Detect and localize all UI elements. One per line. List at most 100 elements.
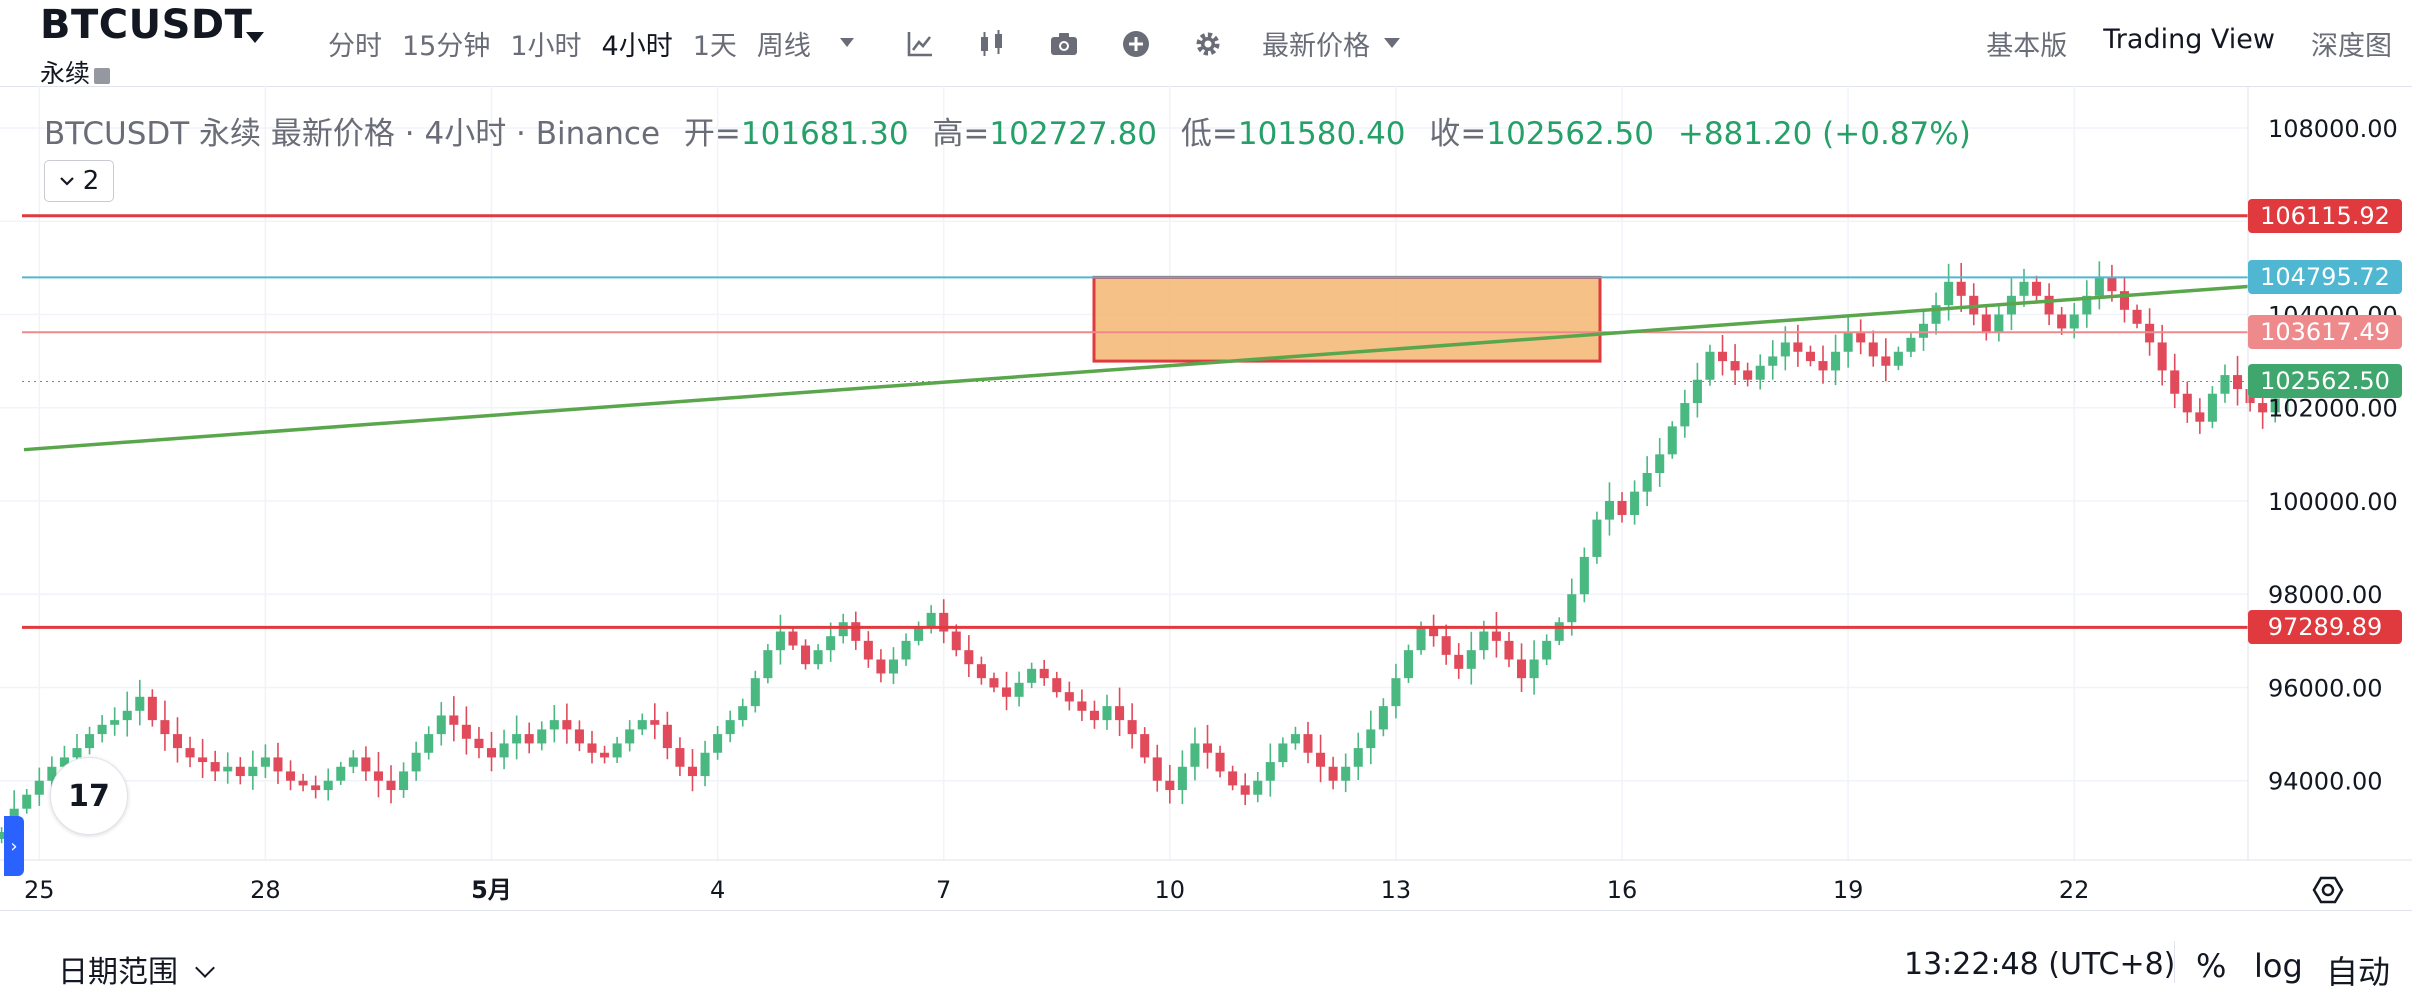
candle-body — [2182, 393, 2192, 413]
price-type-dropdown-icon[interactable] — [1384, 38, 1400, 48]
candle — [348, 750, 358, 773]
more-intervals-icon[interactable] — [840, 38, 854, 47]
candle-body — [964, 650, 974, 665]
interval-1d[interactable]: 1天 — [692, 31, 737, 62]
clock[interactable]: 13:22:48 (UTC+8) — [1904, 947, 2176, 982]
candle-body — [914, 626, 924, 641]
candle-body — [1240, 785, 1250, 795]
candle — [1818, 345, 1828, 384]
indicators-icon[interactable] — [904, 28, 936, 60]
candle — [386, 765, 396, 804]
price-tick-label: 108000.00 — [2268, 115, 2398, 143]
chart-type-icon[interactable] — [976, 28, 1008, 60]
candle — [2157, 324, 2167, 386]
candle — [512, 715, 522, 760]
candle — [625, 720, 635, 752]
candle — [1002, 671, 1012, 711]
settings-icon[interactable] — [1192, 28, 1224, 60]
candle — [1969, 283, 1979, 326]
candle-body — [2207, 393, 2217, 422]
candle-body — [323, 780, 333, 791]
date-range-button[interactable]: 日期范围 — [58, 955, 178, 990]
interval-tick[interactable]: 分时 — [328, 31, 382, 62]
candle — [738, 698, 748, 727]
candle-body — [97, 724, 107, 735]
interval-15m[interactable]: 15分钟 — [402, 31, 491, 62]
candle — [964, 635, 974, 678]
symbol-dropdown-icon[interactable] — [246, 32, 264, 43]
legend-collapse-button[interactable]: 2 — [44, 160, 114, 202]
tradingview-logo[interactable]: 17 — [50, 757, 128, 835]
candle — [675, 737, 685, 777]
candle — [260, 744, 270, 778]
auto-scale-toggle[interactable]: 自动 — [2326, 953, 2391, 991]
candle — [939, 599, 949, 644]
candle — [110, 707, 120, 736]
price-tick-label: 98000.00 — [2268, 581, 2383, 609]
candle-body — [2069, 314, 2079, 329]
interval-1w[interactable]: 周线 — [756, 31, 811, 62]
candle — [1466, 631, 1476, 685]
candle — [499, 729, 509, 770]
date-range-chevron-icon[interactable] — [195, 958, 215, 978]
candle-body — [1353, 748, 1363, 767]
candle-body — [248, 766, 258, 777]
candle — [1692, 362, 1702, 418]
mode-tradingview[interactable]: Trading View — [2103, 24, 2275, 55]
candle-body — [2032, 281, 2042, 296]
candle-body — [813, 650, 823, 665]
candle — [411, 741, 421, 781]
candle — [750, 670, 760, 713]
candle-body — [1089, 710, 1099, 721]
candle-body — [449, 715, 459, 725]
candle-body — [172, 734, 183, 749]
candle — [1906, 331, 1916, 357]
candle-body — [1617, 500, 1627, 515]
candle — [1265, 743, 1275, 797]
mode-depth[interactable]: 深度图 — [2311, 31, 2392, 62]
candle-body — [1441, 636, 1451, 655]
log-scale-toggle[interactable]: log — [2254, 947, 2303, 985]
candle-body — [838, 622, 848, 637]
price-type-selector[interactable]: 最新价格 — [1262, 31, 1370, 62]
legend-high: 102727.80 — [989, 116, 1158, 152]
candle — [147, 689, 157, 727]
mode-basic[interactable]: 基本版 — [1986, 31, 2068, 62]
symbol-name[interactable]: BTCUSDT — [40, 2, 253, 48]
candle-body — [587, 743, 597, 753]
candle-body — [135, 696, 145, 711]
interval-1h[interactable]: 1小时 — [510, 31, 582, 62]
candle — [1328, 756, 1338, 790]
percent-scale-toggle[interactable]: % — [2196, 947, 2227, 985]
interval-4h[interactable]: 4小时 — [601, 31, 673, 62]
candle — [0, 827, 7, 844]
price-chart[interactable]: 108000.00106000.00104000.00102000.001000… — [0, 86, 2412, 910]
candle-body — [1579, 556, 1589, 595]
candle-body — [235, 766, 245, 777]
candle — [1064, 681, 1074, 711]
candle-body — [939, 612, 949, 632]
candle — [775, 614, 785, 665]
candle-body — [2220, 375, 2230, 394]
camera-icon[interactable] — [1048, 28, 1080, 60]
candle — [122, 691, 132, 737]
horizontal-lines — [22, 214, 2248, 629]
candle-body — [1265, 762, 1275, 781]
chevron-down-icon — [59, 177, 74, 186]
expand-drawing-toolbar-icon[interactable]: › — [4, 816, 24, 876]
candle — [1014, 671, 1024, 707]
candle — [336, 761, 346, 785]
axis-settings-icon[interactable] — [2312, 876, 2344, 904]
candle — [2057, 306, 2067, 335]
candle — [989, 672, 999, 693]
add-icon[interactable] — [1120, 28, 1152, 60]
candle — [1918, 308, 1929, 351]
candle-body — [738, 706, 748, 721]
candle — [1202, 724, 1213, 769]
candle — [1165, 765, 1175, 804]
candle — [1780, 326, 1790, 371]
candle-body — [1454, 654, 1464, 669]
candle-body — [474, 738, 484, 749]
candle — [198, 738, 208, 778]
candle — [1856, 319, 1866, 355]
